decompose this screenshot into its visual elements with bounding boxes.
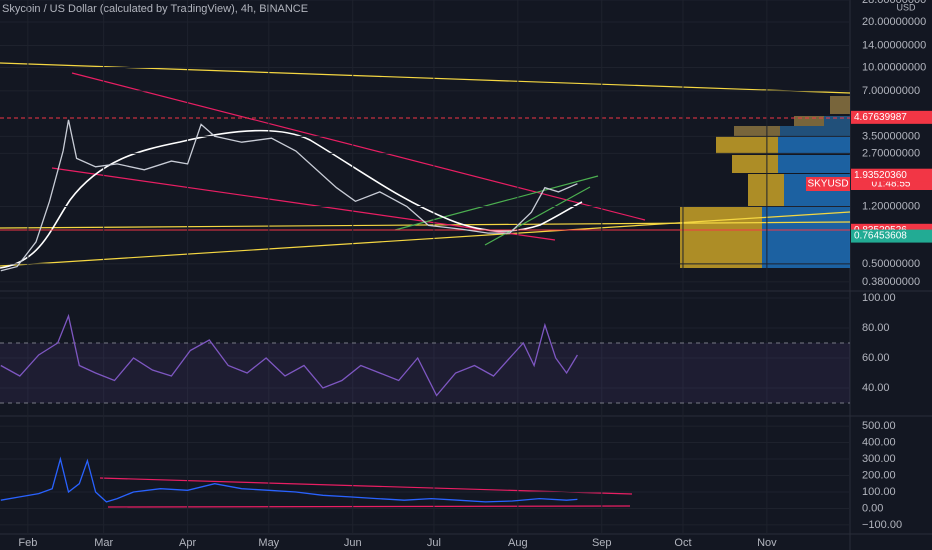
y-tick-label: 2.70000000 [862,147,920,159]
y-tick-label: 0.00 [862,502,883,514]
x-tick-label: Sep [592,537,612,549]
axis-unit: USD [896,2,916,12]
y-tick-label: 40.00 [862,382,890,394]
x-tick-label: Apr [179,537,196,549]
price-tag-label: 1.93520360 [854,170,907,181]
volume-profile [680,96,850,268]
chart-title: Skycoin / US Dollar (calculated by Tradi… [2,3,308,15]
y-tick-label: 300.00 [862,453,896,465]
series-line [0,119,578,272]
x-tick-label: May [258,537,279,549]
y-tick-label: 20.00000000 [862,16,926,28]
y-tick-label: 80.00 [862,322,890,334]
y-tick-label: 500.00 [862,420,896,432]
y-tick-label: 100.00 [862,486,896,498]
series-line [0,313,578,397]
symbol: SKYUSD [807,179,848,190]
y-tick-label: 0.50000000 [862,258,920,270]
countdown: 01:48:55 [872,179,911,190]
price-tag [851,229,932,243]
x-tick-label: Jun [344,537,362,549]
drawings [0,62,851,508]
x-tick-label: Jul [427,537,441,549]
x-tick-label: Nov [757,537,777,549]
x-tick-label: Mar [94,537,113,549]
price-tag [851,168,932,182]
x-tick-label: Oct [674,537,691,549]
y-tick-label: 0.38000000 [862,276,920,288]
y-tick-label: 7.00000000 [862,85,920,97]
y-tick-label: 3.50000000 [862,130,920,142]
y-tick-label: 200.00 [862,469,896,481]
y-tick-label: 100.00 [862,292,896,304]
x-tick-label: Feb [18,537,37,549]
y-tick-label: 400.00 [862,436,896,448]
y-tick-label: −100.00 [862,519,902,531]
x-tick-label: Aug [508,537,528,549]
price-tag-label: 0.76453608 [854,231,907,242]
y-tick-label: 60.00 [862,352,890,364]
y-tick-label: 14.00000000 [862,39,926,51]
price-tag-label: 4.67639987 [854,112,907,123]
symbol-tag [806,177,850,191]
series-line [0,456,578,503]
price-tag [851,110,932,124]
y-tick-label: 1.20000000 [862,200,920,212]
y-tick-label: 28.00000000 [862,0,926,6]
y-tick-label: 10.00000000 [862,61,926,73]
